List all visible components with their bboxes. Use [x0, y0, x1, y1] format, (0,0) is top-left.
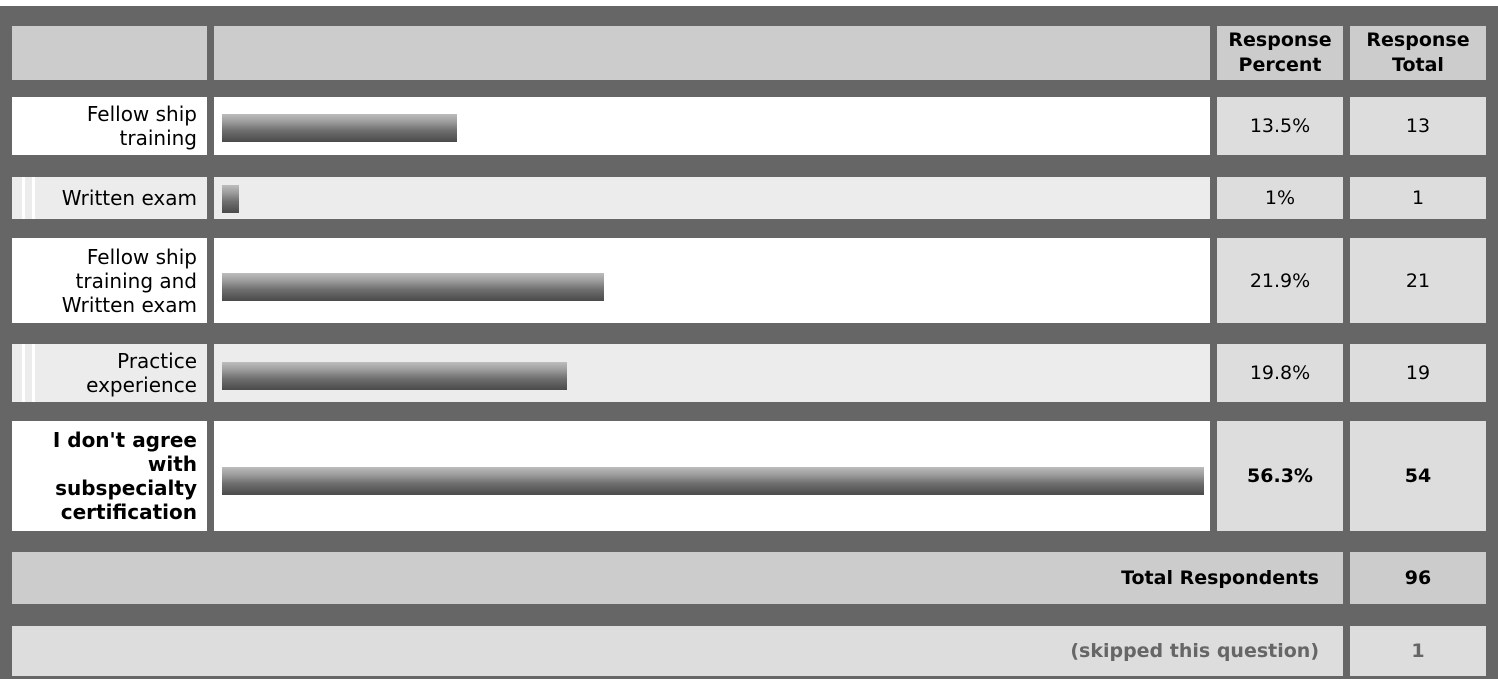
row-percent: 19.8%: [1249, 362, 1311, 384]
row-label-cell: Fellow ship training and Written exam: [12, 238, 207, 323]
row-label-cell: I don't agree with subspecialty certific…: [12, 421, 207, 531]
row-percent-cell: 56.3%: [1217, 421, 1343, 531]
row-total-cell: 19: [1350, 344, 1486, 402]
row-label: Practice experience: [86, 349, 197, 397]
row-label: I don't agree with subspecialty certific…: [52, 428, 197, 524]
row-label: Written exam: [61, 186, 197, 210]
skipped-value-cell: 1: [1350, 626, 1486, 676]
row-total: 13: [1405, 115, 1431, 137]
row-bar-cell: [214, 177, 1210, 219]
bar: [222, 114, 457, 142]
row-total: 19: [1405, 362, 1431, 384]
bar: [222, 185, 239, 213]
header-response-total-text: Response Total: [1366, 29, 1470, 76]
row-total: 1: [1411, 187, 1425, 209]
row-total: 54: [1404, 465, 1432, 487]
row-label-cell: Practice experience: [12, 344, 207, 402]
row-label: Fellow ship training: [86, 102, 197, 150]
row-label-cell: Written exam: [12, 177, 207, 219]
row-percent-cell: 21.9%: [1217, 238, 1343, 323]
skipped-value: 1: [1411, 640, 1425, 662]
row-percent: 1%: [1264, 187, 1296, 209]
row-percent: 56.3%: [1247, 465, 1313, 487]
header-response-total: Response Total: [1350, 26, 1486, 80]
row-total-cell: 13: [1350, 97, 1486, 155]
total-respondents-value: 96: [1404, 567, 1432, 589]
header-bar-cell: [214, 26, 1210, 80]
row-label-cell: Fellow ship training: [12, 97, 207, 155]
row-percent-cell: 1%: [1217, 177, 1343, 219]
skipped-label: (skipped this question): [1070, 640, 1319, 662]
row-label: Fellow ship training and Written exam: [61, 244, 197, 317]
row-bar-cell: [214, 238, 1210, 323]
row-total: 21: [1405, 269, 1431, 292]
skipped-label-cell: (skipped this question): [12, 626, 1343, 676]
total-respondents-value-cell: 96: [1350, 552, 1486, 604]
header-label-cell: [12, 26, 207, 80]
row-total-cell: 1: [1350, 177, 1486, 219]
total-respondents-label-cell: Total Respondents: [12, 552, 1343, 604]
row-total-cell: 54: [1350, 421, 1486, 531]
row-percent-cell: 19.8%: [1217, 344, 1343, 402]
row-total-cell: 21: [1350, 238, 1486, 323]
bar: [222, 273, 604, 301]
row-bar-cell: [214, 344, 1210, 402]
row-percent: 21.9%: [1249, 269, 1311, 292]
total-respondents-label: Total Respondents: [1121, 567, 1319, 589]
row-percent-cell: 13.5%: [1217, 97, 1343, 155]
header-response-percent-text: Response Percent: [1228, 29, 1332, 76]
header-response-percent: Response Percent: [1217, 26, 1343, 80]
row-bar-cell: [214, 421, 1210, 531]
bar: [222, 467, 1204, 495]
row-percent: 13.5%: [1249, 115, 1311, 137]
bar: [222, 362, 567, 390]
row-bar-cell: [214, 97, 1210, 155]
top-border: [0, 0, 1498, 6]
